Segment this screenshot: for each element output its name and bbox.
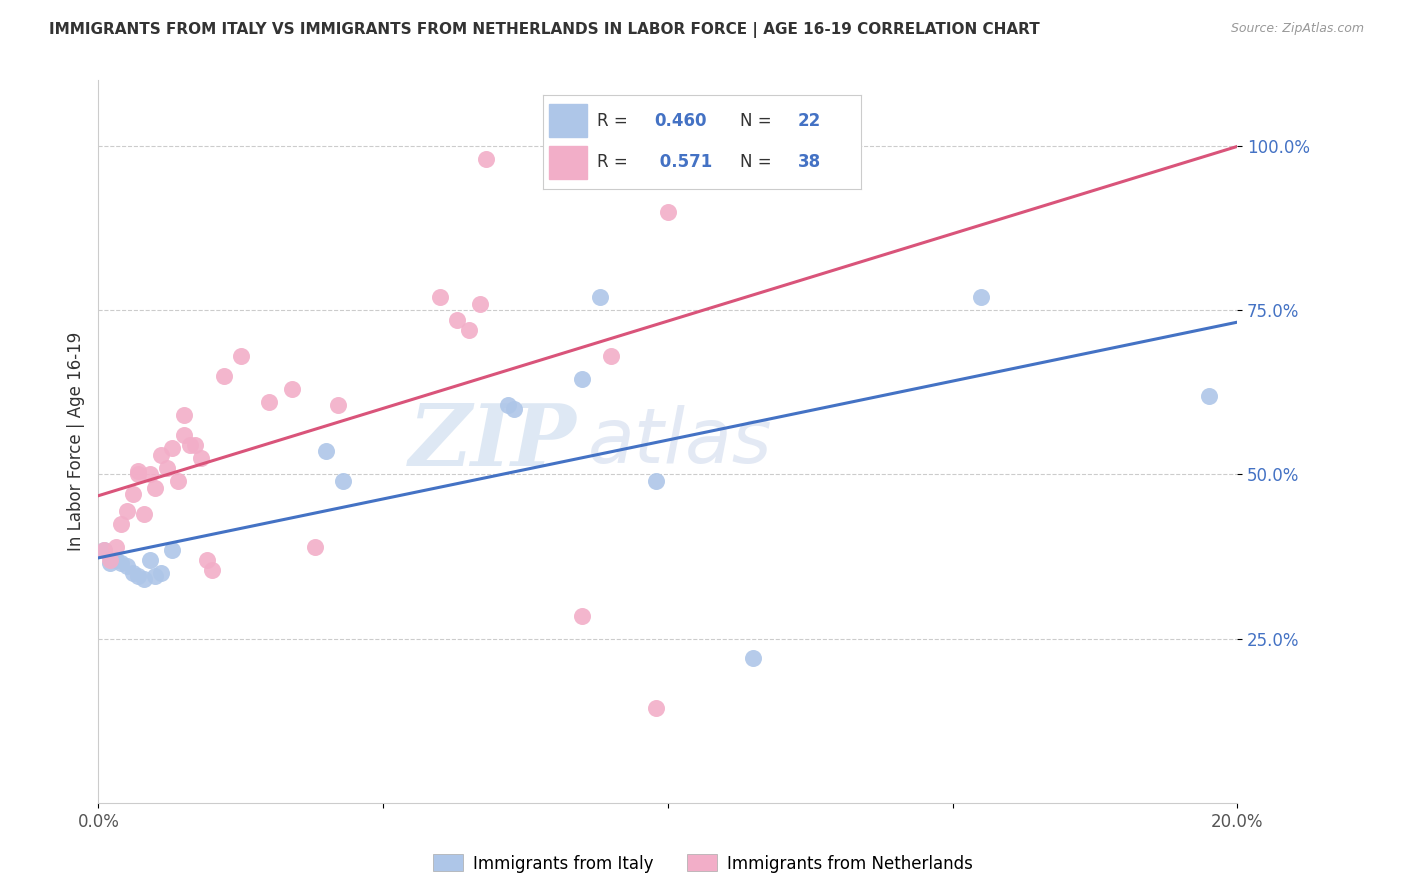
Point <box>212 368 235 383</box>
Point <box>162 542 184 557</box>
Point <box>446 313 468 327</box>
Point <box>93 542 115 557</box>
Point <box>115 559 138 574</box>
Point <box>173 409 195 423</box>
Point <box>104 553 127 567</box>
Point <box>167 474 190 488</box>
Point <box>145 569 167 583</box>
Point <box>498 398 520 412</box>
Point <box>645 474 668 488</box>
Point <box>173 428 195 442</box>
Point <box>571 372 593 386</box>
Legend: Immigrants from Italy, Immigrants from Netherlands: Immigrants from Italy, Immigrants from N… <box>426 847 980 880</box>
Point <box>127 467 149 482</box>
Point <box>150 448 173 462</box>
Point <box>571 608 593 623</box>
Point <box>156 460 179 475</box>
Point <box>150 566 173 580</box>
Point <box>281 382 304 396</box>
Point <box>259 395 281 409</box>
Point <box>184 438 207 452</box>
Point <box>115 503 138 517</box>
Point <box>588 290 610 304</box>
Text: ZIP: ZIP <box>409 400 576 483</box>
Point <box>195 553 218 567</box>
Point <box>98 556 121 570</box>
Point <box>332 474 354 488</box>
Point <box>127 464 149 478</box>
Point <box>468 296 491 310</box>
Point <box>145 481 167 495</box>
Y-axis label: In Labor Force | Age 16-19: In Labor Force | Age 16-19 <box>66 332 84 551</box>
Point <box>645 700 668 714</box>
Text: atlas: atlas <box>588 405 773 478</box>
Point <box>110 556 132 570</box>
Point <box>201 563 224 577</box>
Point <box>110 516 132 531</box>
Point <box>98 553 121 567</box>
Point <box>138 467 160 482</box>
Point <box>970 290 993 304</box>
Point <box>132 507 155 521</box>
Point <box>1198 388 1220 402</box>
Point <box>121 566 143 580</box>
Point <box>657 204 679 219</box>
Point <box>315 444 337 458</box>
Point <box>162 441 184 455</box>
Point <box>326 398 349 412</box>
Point <box>93 542 115 557</box>
Point <box>304 540 326 554</box>
Point <box>429 290 451 304</box>
Point <box>229 349 252 363</box>
Point <box>138 553 160 567</box>
Point <box>503 401 526 416</box>
Point <box>600 349 623 363</box>
Point <box>132 573 155 587</box>
Point <box>121 487 143 501</box>
Point <box>742 651 765 665</box>
Text: Source: ZipAtlas.com: Source: ZipAtlas.com <box>1230 22 1364 36</box>
Point <box>127 569 149 583</box>
Text: IMMIGRANTS FROM ITALY VS IMMIGRANTS FROM NETHERLANDS IN LABOR FORCE | AGE 16-19 : IMMIGRANTS FROM ITALY VS IMMIGRANTS FROM… <box>49 22 1040 38</box>
Point <box>640 145 662 160</box>
Point <box>457 323 479 337</box>
Point <box>179 438 201 452</box>
Point <box>104 540 127 554</box>
Point <box>474 152 496 166</box>
Point <box>190 450 212 465</box>
